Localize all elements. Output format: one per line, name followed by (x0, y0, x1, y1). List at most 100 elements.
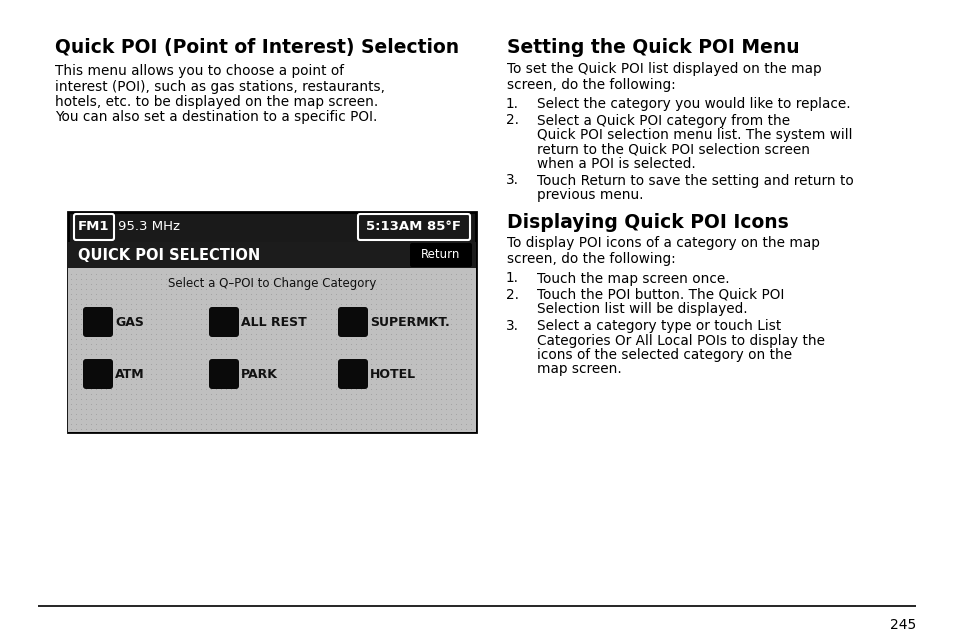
Point (448, 279, 463, 289)
Point (213, 389, 229, 399)
Point (193, 404, 209, 414)
Point (263, 324, 278, 334)
Point (153, 279, 169, 289)
Point (428, 319, 443, 329)
Point (233, 349, 249, 359)
Point (228, 319, 243, 329)
Point (113, 334, 129, 344)
Point (358, 394, 374, 404)
Point (258, 424, 274, 434)
Point (158, 329, 173, 339)
Point (418, 354, 434, 364)
Point (453, 364, 468, 374)
Point (123, 389, 138, 399)
Point (109, 374, 124, 384)
Point (448, 294, 463, 304)
Point (109, 334, 124, 344)
Point (73, 344, 89, 354)
Point (323, 324, 338, 334)
Point (153, 364, 169, 374)
Point (463, 384, 478, 394)
Point (457, 384, 473, 394)
Point (218, 379, 233, 389)
Point (163, 329, 178, 339)
Point (63, 384, 78, 394)
Point (213, 379, 229, 389)
Point (149, 424, 164, 434)
Point (274, 369, 289, 379)
Point (383, 369, 398, 379)
Point (418, 374, 434, 384)
Point (393, 419, 408, 429)
Point (363, 319, 378, 329)
Point (223, 274, 238, 284)
Point (263, 319, 278, 329)
Point (143, 419, 158, 429)
Point (203, 294, 218, 304)
Point (153, 374, 169, 384)
Point (348, 404, 363, 414)
Point (358, 374, 374, 384)
Point (233, 309, 249, 319)
Point (308, 304, 323, 314)
Point (158, 274, 173, 284)
Point (303, 404, 318, 414)
Point (448, 369, 463, 379)
Point (193, 399, 209, 409)
Point (198, 289, 213, 299)
Point (163, 294, 178, 304)
Point (149, 364, 164, 374)
Point (378, 384, 394, 394)
Point (103, 319, 118, 329)
Point (63, 344, 78, 354)
Point (233, 304, 249, 314)
Point (378, 414, 394, 424)
Point (198, 354, 213, 364)
Point (408, 309, 423, 319)
Point (278, 339, 294, 349)
Point (274, 364, 289, 374)
Point (223, 384, 238, 394)
Point (278, 384, 294, 394)
Point (333, 359, 348, 369)
Point (283, 364, 298, 374)
Point (138, 274, 153, 284)
Point (423, 299, 438, 309)
Point (138, 394, 153, 404)
Point (153, 359, 169, 369)
Point (423, 349, 438, 359)
Point (208, 344, 223, 354)
Point (63, 424, 78, 434)
Point (348, 289, 363, 299)
Point (363, 344, 378, 354)
Point (253, 319, 269, 329)
Point (313, 329, 328, 339)
Point (178, 349, 193, 359)
Point (448, 399, 463, 409)
Point (223, 364, 238, 374)
Point (428, 424, 443, 434)
Point (78, 344, 93, 354)
Point (258, 379, 274, 389)
Point (283, 284, 298, 294)
Point (278, 374, 294, 384)
Point (348, 319, 363, 329)
Point (457, 364, 473, 374)
Point (163, 424, 178, 434)
Point (348, 324, 363, 334)
Point (193, 329, 209, 339)
Point (263, 394, 278, 404)
Point (363, 284, 378, 294)
Point (268, 349, 283, 359)
Point (398, 319, 414, 329)
Point (89, 329, 104, 339)
Point (263, 334, 278, 344)
Point (243, 404, 258, 414)
Point (398, 394, 414, 404)
Point (89, 379, 104, 389)
Point (294, 409, 309, 419)
Point (133, 314, 149, 324)
Point (393, 299, 408, 309)
Point (308, 309, 323, 319)
Point (438, 344, 454, 354)
